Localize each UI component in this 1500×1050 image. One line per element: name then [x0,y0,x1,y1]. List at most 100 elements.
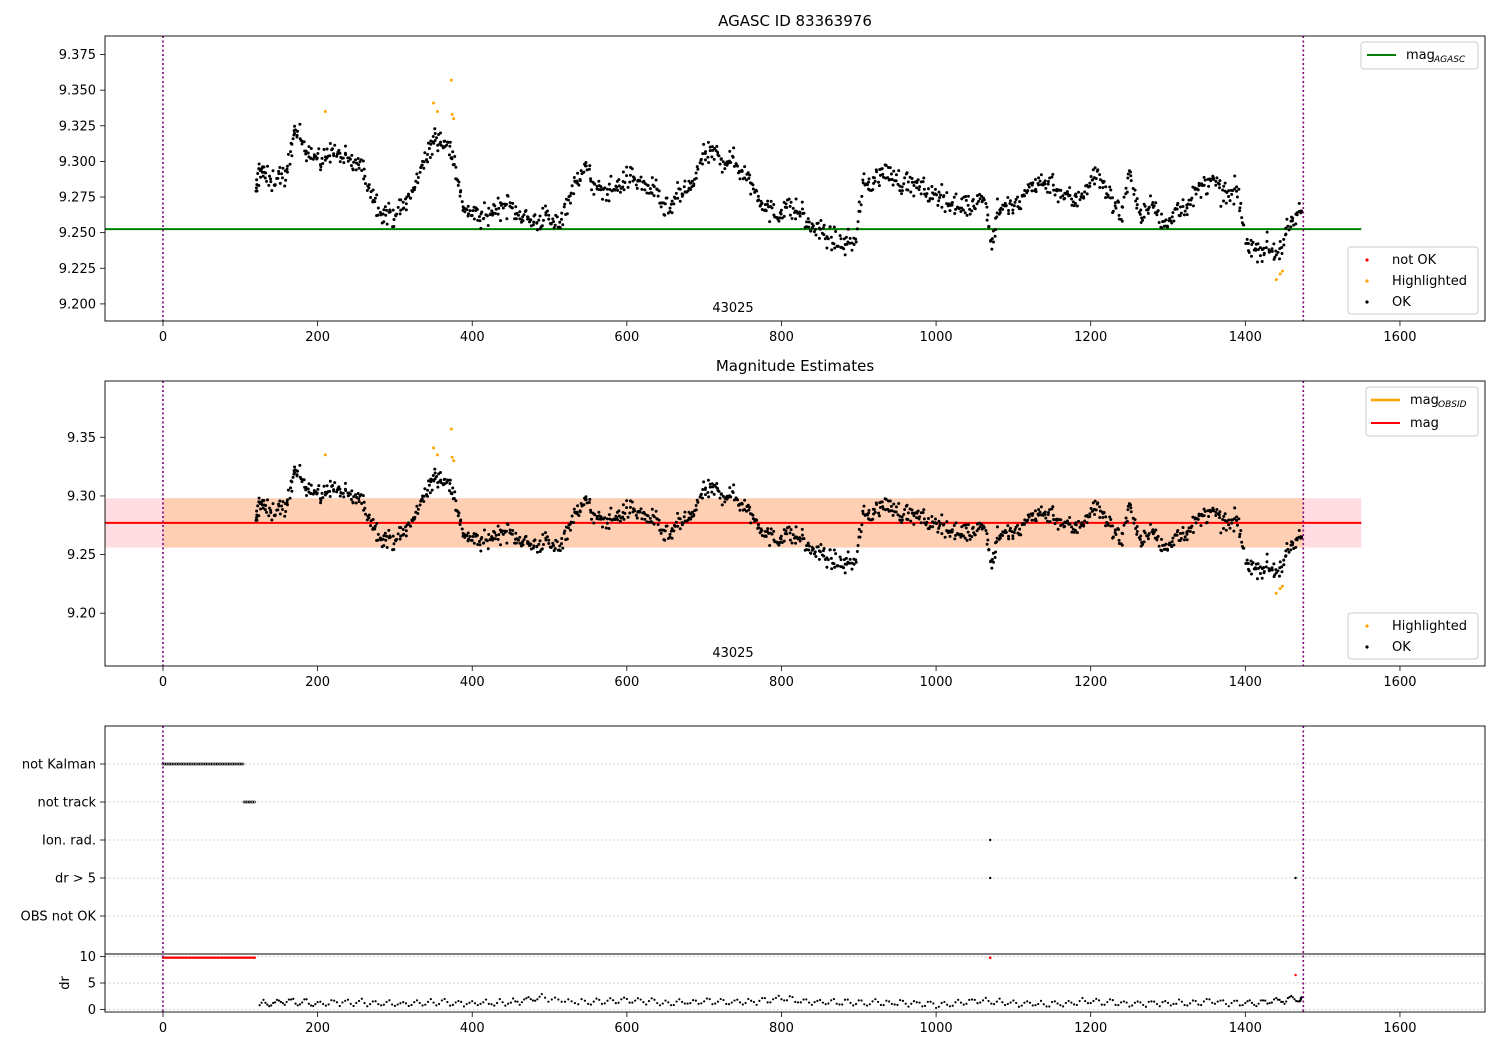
ok-point [563,202,567,206]
ok-point [652,515,656,519]
flag-mark [192,762,195,766]
ok-point [538,214,542,218]
flag-mark [187,762,190,766]
ok-point [338,487,342,491]
ok-point [784,202,788,206]
ok-point [433,139,437,143]
ok-point [961,208,965,212]
ok-point [1282,243,1286,247]
ok-point [532,544,536,548]
ok-point [584,498,588,502]
ok-point [990,237,994,241]
dr-point [1001,1001,1004,1004]
ok-point [375,193,379,197]
ok-point [472,217,476,221]
ok-point [493,537,497,541]
ok-point [748,173,752,177]
dr-point [1235,999,1239,1002]
ok-point [561,546,565,550]
ok-point [298,463,302,467]
ok-point [867,180,871,184]
ok-point [1202,514,1206,518]
panel2-ytick-label: 9.25 [67,548,96,563]
ok-point [1053,193,1057,197]
ok-point [891,183,895,187]
ok-point [676,524,680,528]
dr-point [366,1005,369,1008]
dr-point [560,1000,563,1003]
ok-point [558,549,562,553]
ok-point [650,176,654,180]
ok-point [861,178,865,182]
dr-point [827,1002,830,1005]
ok-point [1089,174,1093,178]
ok-point [402,532,406,536]
ok-point [1101,516,1105,520]
ok-point [1070,525,1074,529]
ok-point [832,242,836,246]
ok-point [259,175,263,179]
dr-point [1275,996,1278,1000]
ok-point [290,480,294,484]
ok-point [1083,190,1087,194]
ok-point [373,527,377,531]
ok-point [950,200,954,204]
ok-point [1085,192,1089,196]
ok-point [395,212,399,216]
dr-point [672,1003,675,1007]
ok-point [458,523,462,527]
dr-point [1259,999,1262,1002]
panel3-xtick-label: 1400 [1229,1021,1262,1036]
ok-point [537,542,541,546]
panel1-xtick-label: 1400 [1229,330,1262,345]
ok-point [910,180,914,184]
dr-point [807,1001,811,1004]
ok-point [704,150,708,154]
ok-point [1238,209,1242,213]
dr-point [1261,999,1265,1002]
ok-point [1050,175,1054,179]
ok-point [640,517,644,521]
ok-point [427,141,431,145]
ok-point [367,186,371,190]
ok-point [496,212,500,216]
flag-mark [989,838,992,842]
ok-point [706,140,710,144]
ok-point [877,184,881,188]
dr-point [879,1003,882,1007]
dr-point [287,998,290,1001]
ok-point [710,482,714,486]
ok-point [1284,554,1288,558]
ok-point [756,523,760,527]
dr-point [440,999,443,1002]
ok-point [678,187,682,191]
ok-point [1093,513,1097,517]
ok-point [1129,170,1133,174]
dr-point [888,1000,891,1003]
ok-point [867,177,871,181]
ok-point [398,212,402,216]
ok-point [807,220,811,224]
dr-point [777,994,780,997]
ok-point [890,509,894,513]
ok-point [1194,521,1198,525]
ok-point [945,520,949,524]
dr-point [678,998,681,1001]
ok-point [408,524,412,528]
ok-point [472,541,476,545]
ok-point [1205,192,1209,196]
ok-point [487,206,491,210]
ok-point [1018,200,1022,204]
ok-point [1286,224,1290,228]
ok-point [1102,510,1106,514]
ok-point [643,517,647,521]
ok-point [718,162,722,166]
ok-point [1294,222,1298,226]
dr-point [981,999,985,1002]
ok-point [1154,201,1158,205]
ok-point [643,188,647,192]
ok-point [433,471,437,475]
ok-point [262,165,266,169]
ok-point [269,511,273,515]
dr-point [946,1003,949,1006]
